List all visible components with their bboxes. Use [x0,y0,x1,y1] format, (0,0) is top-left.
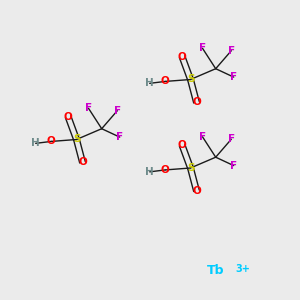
Text: F: F [85,103,92,113]
Text: O: O [192,186,201,196]
Text: H: H [145,78,154,88]
Text: O: O [64,112,73,122]
Text: H: H [31,138,40,148]
Text: O: O [161,165,170,175]
Text: S: S [187,74,194,85]
Text: O: O [161,76,170,86]
Text: F: F [116,132,123,142]
Text: F: F [230,72,237,82]
Text: F: F [114,106,121,116]
Text: O: O [178,140,187,150]
Text: F: F [228,134,235,144]
Text: O: O [178,52,187,62]
Text: O: O [192,97,201,107]
Text: H: H [145,167,154,177]
Text: F: F [199,132,206,142]
Text: F: F [199,43,206,53]
Text: S: S [187,163,194,173]
Text: O: O [78,157,87,167]
Text: S: S [73,134,80,145]
Text: 3+: 3+ [236,263,250,274]
Text: F: F [228,46,235,56]
Text: O: O [47,136,56,146]
Text: F: F [230,160,237,171]
Text: Tb: Tb [207,263,225,277]
